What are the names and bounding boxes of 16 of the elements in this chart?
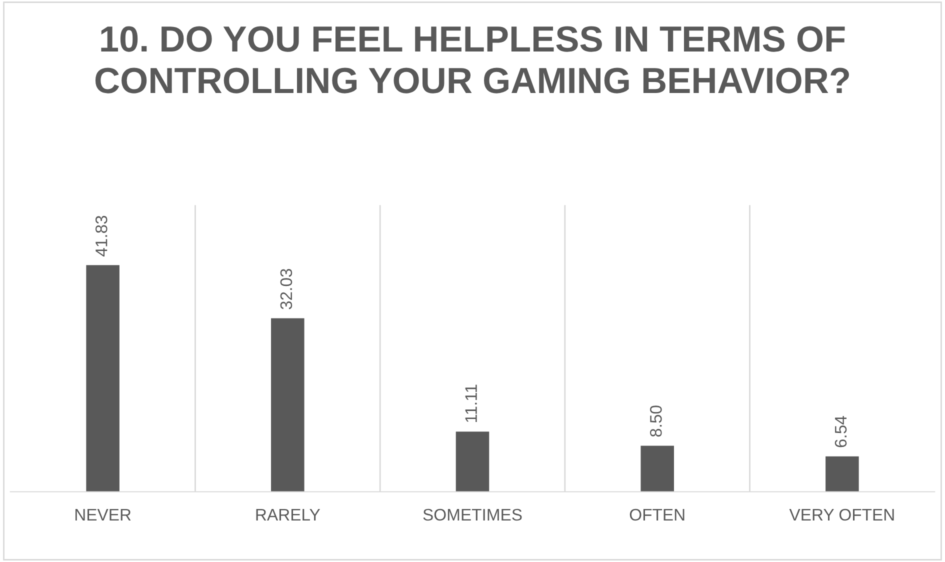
bar — [640, 446, 674, 492]
data-label: 41.83 — [95, 216, 108, 256]
x-tick-label: RARELY — [256, 509, 320, 520]
x-tick-label: SOMETIMES — [423, 508, 522, 521]
chart-title: 10. DO YOU FEEL HELPLESS IN TERMS OF CONTROLLING YOUR GAMING BEHAVIOR? — [95, 26, 849, 94]
x-tick-label: NEVER — [75, 509, 131, 520]
x-tick-label: VERY OFTEN — [789, 508, 894, 521]
bar — [826, 456, 859, 492]
data-label: 32.03 — [280, 268, 292, 310]
data-label: 8.50 — [650, 406, 662, 437]
bar — [271, 318, 304, 492]
x-tick-label: OFTEN — [630, 508, 684, 521]
bar — [86, 265, 120, 492]
data-label: 6.54 — [834, 416, 847, 448]
data-label: 11.11 — [465, 384, 477, 422]
bar — [456, 432, 490, 492]
